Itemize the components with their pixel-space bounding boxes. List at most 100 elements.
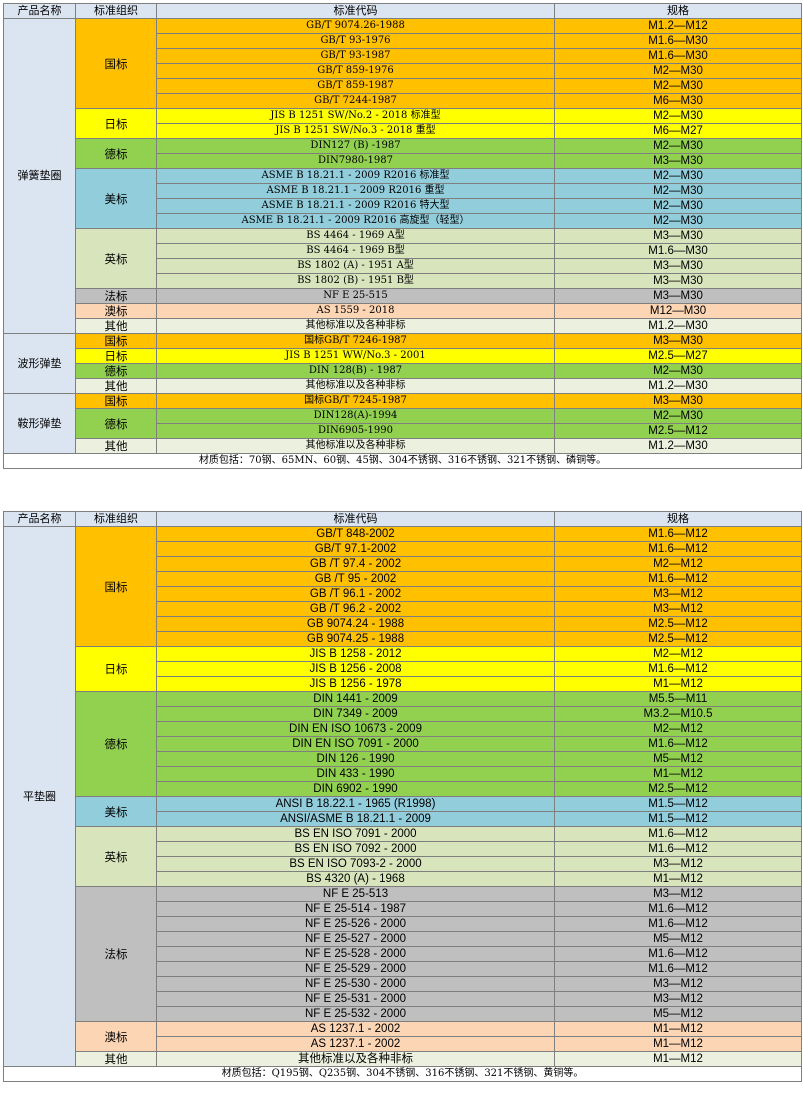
spec-cell: M1.6—M30 [554, 33, 802, 49]
table-row: 德标 DIN 128(B) - 1987 M2—M30 [4, 363, 802, 379]
standard-code-cell: GB/T 93-1987 [156, 48, 555, 64]
table-row: 德标 DIN128(A)-1994 M2—M30 [4, 408, 802, 439]
spec-cell: M3—M12 [554, 886, 802, 902]
table-row: ASME B 18.21.1 - 2009 R2016 特大型 M2—M30 [4, 198, 802, 214]
table-row: DIN6905-1990 M2.5—M12 [4, 423, 802, 439]
material-note-row: 材质包括：Q195钢、Q235钢、304不锈钢、316不锈钢、321不锈钢、黄铜… [3, 1066, 802, 1082]
standard-code-cell: GB /T 96.1 - 2002 [156, 586, 555, 602]
standard-code-cell: ANSI/ASME B 18.21.1 - 2009 [156, 811, 555, 827]
table-row: BS 1802 (A) - 1951 A型 M3—M30 [4, 258, 802, 274]
spec-cell: M1—M12 [554, 1036, 802, 1052]
table-row: 澳标 AS 1559 - 2018 M12—M30 [4, 303, 802, 319]
table-row: GB /T 97.4 - 2002 M2—M12 [4, 556, 802, 572]
standard-code-cell: DIN 1441 - 2009 [156, 691, 555, 707]
spec-cell: M2—M30 [554, 183, 802, 199]
standard-code-cell: NF E 25-528 - 2000 [156, 946, 555, 962]
spec-cell: M1.2—M30 [554, 378, 802, 394]
standard-org-cell: 美标 [75, 168, 157, 229]
table-row: DIN 6902 - 1990 M2.5—M12 [4, 781, 802, 797]
standard-code-cell: 其他标准以及各种非标 [156, 318, 555, 334]
table-row: 其他 其他标准以及各种非标 M1.2—M30 [4, 378, 802, 394]
standard-org-cell: 英标 [75, 228, 157, 289]
standard-org-cell: 德标 [75, 138, 157, 169]
standard-code-cell: ASME B 18.21.1 - 2009 R2016 特大型 [156, 198, 555, 214]
standard-org-cell: 国标 [75, 393, 157, 409]
table-row: GB /T 96.2 - 2002 M3—M12 [4, 601, 802, 617]
table-row: 其他 其他标准以及各种非标 M1—M12 [4, 1051, 802, 1067]
standard-code-cell: NF E 25-531 - 2000 [156, 991, 555, 1007]
table-row: 其他 其他标准以及各种非标 M1.2—M30 [4, 438, 802, 454]
spec-cell: M2—M30 [554, 363, 802, 379]
spec-cell: M1.6—M12 [554, 541, 802, 557]
table-row: 其他 其他标准以及各种非标 M1.2—M30 [4, 318, 802, 334]
table-row: ASME B 18.21.1 - 2009 R2016 重型 M2—M30 [4, 183, 802, 199]
standard-code-cell: GB/T 9074.26-1988 [156, 18, 555, 34]
product-name-cell: 弹簧垫圈 [3, 18, 76, 334]
table-row: 弹簧垫圈 国标 GB/T 9074.26-1988 M1.2—M12 [3, 18, 802, 334]
table-row: JIS B 1256 - 1978 M1—M12 [4, 676, 802, 692]
standard-code-cell: DIN 126 - 1990 [156, 751, 555, 767]
header-standard-org: 标准组织 [75, 3, 157, 19]
spec-cell: M3—M30 [554, 288, 802, 304]
spec-cell: M1—M12 [554, 676, 802, 692]
spec-cell: M1.5—M12 [554, 811, 802, 827]
header-standard-org: 标准组织 [75, 511, 157, 527]
table-row: 法标 NF E 25-513 M3—M12 [4, 886, 802, 1022]
standard-code-cell: DIN6905-1990 [156, 423, 555, 439]
spec-cell: M2—M30 [554, 138, 802, 154]
product-name-cell: 鞍形弹垫 [3, 393, 76, 454]
spec-cell: M2—M30 [554, 198, 802, 214]
table-row: NF E 25-528 - 2000 M1.6—M12 [4, 946, 802, 962]
spec-cell: M1—M12 [554, 766, 802, 782]
standard-code-cell: GB/T 859-1987 [156, 78, 555, 94]
standard-org-cell: 法标 [75, 886, 157, 1022]
standard-code-cell: GB 9074.25 - 1988 [156, 631, 555, 647]
header-spec: 规格 [554, 511, 802, 527]
table-row: 德标 DIN127 (B) -1987 M2—M30 [4, 138, 802, 169]
standard-org-cell: 澳标 [75, 303, 157, 319]
spec-cell: M2.5—M12 [554, 423, 802, 439]
standard-code-cell: AS 1237.1 - 2002 [156, 1021, 555, 1037]
standard-code-cell: BS 4464 - 1969 A型 [156, 228, 555, 244]
spec-cell: M1.2—M30 [554, 438, 802, 454]
table-row: GB/T 7244-1987 M6—M30 [4, 93, 802, 109]
table-row: NF E 25-531 - 2000 M3—M12 [4, 991, 802, 1007]
table-row: GB/T 93-1976 M1.6—M30 [4, 33, 802, 49]
standard-code-cell: JIS B 1258 - 2012 [156, 646, 555, 662]
spec-cell: M3—M30 [554, 258, 802, 274]
spec-cell: M2—M30 [554, 108, 802, 124]
standard-code-cell: NF E 25-529 - 2000 [156, 961, 555, 977]
spec-cell: M1.6—M12 [554, 571, 802, 587]
spec-cell: M3—M12 [554, 991, 802, 1007]
spec-cell: M1.6—M12 [554, 841, 802, 857]
standard-org-cell: 其他 [75, 438, 157, 454]
table-row: BS EN ISO 7093-2 - 2000 M3—M12 [4, 856, 802, 872]
table-row: 日标 JIS B 1251 SW/No.2 - 2018 标准型 M2—M30 [4, 108, 802, 139]
standard-code-cell: GB/T 97.1-2002 [156, 541, 555, 557]
standard-code-cell: NF E 25-513 [156, 886, 555, 902]
table-row: 日标 JIS B 1251 WW/No.3 - 2001 M2.5—M27 [4, 348, 802, 364]
standard-code-cell: JIS B 1251 SW/No.3 - 2018 重型 [156, 123, 555, 139]
standard-code-cell: DIN EN ISO 10673 - 2009 [156, 721, 555, 737]
spec-cell: M5—M12 [554, 1006, 802, 1022]
spec-cell: M1.6—M12 [554, 826, 802, 842]
standard-code-cell: DIN 433 - 1990 [156, 766, 555, 782]
standard-code-cell: BS EN ISO 7092 - 2000 [156, 841, 555, 857]
table-row: 澳标 AS 1237.1 - 2002 M1—M12 [4, 1021, 802, 1052]
standard-code-cell: GB/T 848-2002 [156, 526, 555, 542]
flat-washer-standards-table: 产品名称 标准组织 标准代码 规格 平垫圈 国标 GB/T 848-2002 M1.6—M12… [3, 511, 802, 1082]
standard-org-cell: 国标 [75, 18, 157, 109]
material-note: 材质包括：70钢、65MN、60钢、45钢、304不锈钢、316不锈钢、321不… [3, 453, 802, 469]
table-row: AS 1237.1 - 2002 M1—M12 [4, 1036, 802, 1052]
standard-code-cell: BS 4320 (A) - 1968 [156, 871, 555, 887]
standard-org-cell: 德标 [75, 363, 157, 379]
spec-cell: M2—M30 [554, 63, 802, 79]
spec-cell: M1—M12 [554, 871, 802, 887]
spec-cell: M1—M12 [554, 1021, 802, 1037]
spec-cell: M2—M30 [554, 168, 802, 184]
table-row: GB/T 97.1-2002 M1.6—M12 [4, 541, 802, 557]
standard-code-cell: ASME B 18.21.1 - 2009 R2016 重型 [156, 183, 555, 199]
table-row: JIS B 1251 SW/No.3 - 2018 重型 M6—M27 [4, 123, 802, 139]
standard-code-cell: ASME B 18.21.1 - 2009 R2016 标准型 [156, 168, 555, 184]
spec-cell: M1.6—M30 [554, 243, 802, 259]
